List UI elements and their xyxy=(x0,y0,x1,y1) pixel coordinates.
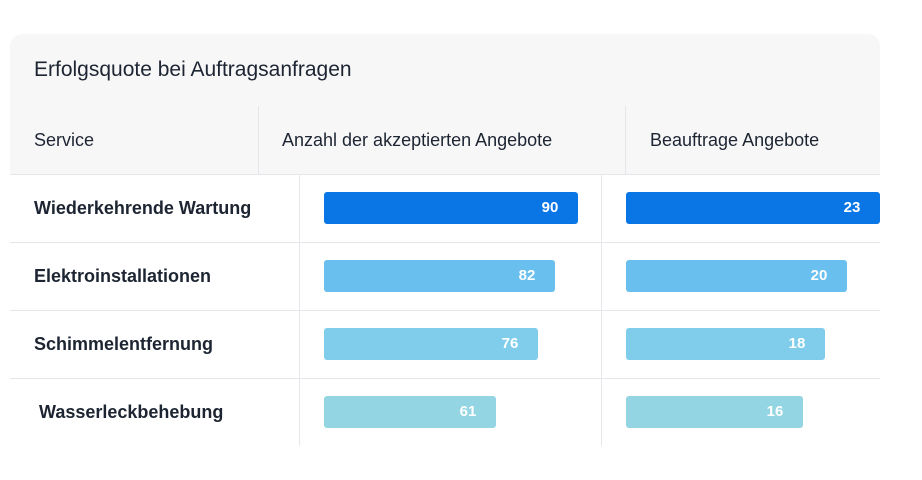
bar-accepted-1: 90 xyxy=(324,192,578,224)
table-row: Wiederkehrende Wartung xyxy=(10,174,880,243)
chart-title: Erfolgsquote bei Auftragsanfragen xyxy=(34,58,352,81)
header-service: Service xyxy=(34,130,95,150)
column-divider xyxy=(299,174,300,446)
bar-value-label: 20 xyxy=(810,267,828,284)
bar-value-label: 82 xyxy=(518,267,536,284)
table-row: Wasserleckbehebung xyxy=(10,378,880,446)
bar-commissioned-3: 18 xyxy=(626,328,825,360)
bar-accepted-4: 61 xyxy=(324,396,496,428)
bar-accepted-2: 82 xyxy=(324,260,555,292)
header-divider xyxy=(258,106,259,174)
row-label: Schimmelentfernung xyxy=(34,334,214,354)
bar-commissioned-2: 20 xyxy=(626,260,847,292)
bar-accepted-3: 76 xyxy=(324,328,538,360)
bar-value-label: 61 xyxy=(459,403,477,420)
bar-value-label: 76 xyxy=(501,335,519,352)
header-commissioned: Beauftrage Angebote xyxy=(650,130,820,150)
bar-commissioned-1: 23 xyxy=(626,192,880,224)
table-row: Schimmelentfernung xyxy=(10,310,880,379)
header-divider xyxy=(625,106,626,174)
table-row: Elektroinstallationen xyxy=(10,242,880,311)
row-label: Wasserleckbehebung xyxy=(39,402,224,422)
header-accepted: Anzahl der akzeptierten Angebote xyxy=(282,130,553,150)
bar-value-label: 18 xyxy=(788,335,806,352)
bar-value-label: 23 xyxy=(843,199,861,216)
table-header: Service Anzahl der akzeptierten Angebote… xyxy=(10,106,880,175)
row-label: Elektroinstallationen xyxy=(34,266,212,286)
column-divider xyxy=(601,174,602,446)
title-bar: Erfolgsquote bei Auftragsanfragen xyxy=(10,34,880,107)
bar-commissioned-4: 16 xyxy=(626,396,803,428)
bar-value-label: 16 xyxy=(766,403,784,420)
bar-value-label: 90 xyxy=(541,199,559,216)
row-label: Wiederkehrende Wartung xyxy=(34,198,252,218)
chart-card: Erfolgsquote bei Auftragsanfragen Servic… xyxy=(10,34,880,446)
